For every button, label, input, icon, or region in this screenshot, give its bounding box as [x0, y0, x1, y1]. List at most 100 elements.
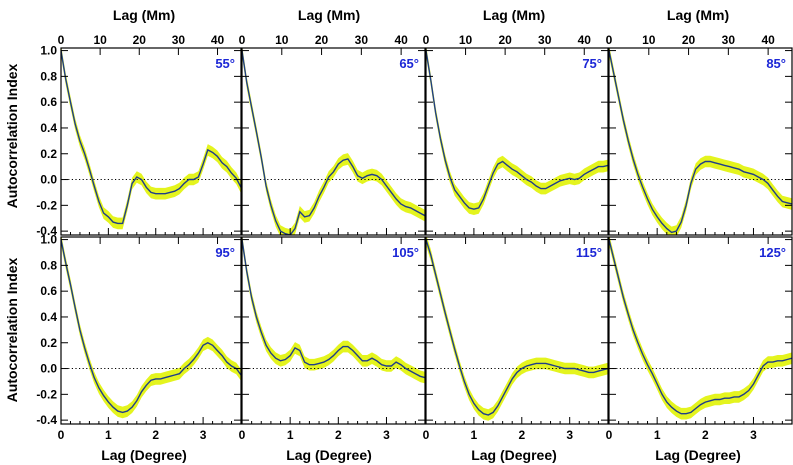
panel-label: 55° — [215, 56, 235, 71]
y-tick-label: 0.8 — [40, 258, 57, 272]
y-tick-label: 1.0 — [40, 233, 57, 247]
x-tick-label: 2 — [702, 428, 709, 442]
bottom-axis-title-3: Lag (Degree) — [471, 447, 557, 463]
top-tick-label: 30 — [172, 33, 186, 47]
top-tick-label: 30 — [538, 33, 552, 47]
uncertainty-band — [426, 237, 608, 421]
panels-layer: 55°0 10 20 30 401.00.80.60.40.20.0-0.2-0.465… — [36, 33, 793, 442]
series-line — [242, 239, 425, 379]
y-tick-label: -0.2 — [36, 198, 57, 212]
top-tick-label: 30 — [355, 33, 369, 47]
top-axis-title-4: Lag (Mm) — [667, 7, 729, 23]
bottom-axis-title-2: Lag (Degree) — [286, 447, 372, 463]
x-tick-label: 1 — [287, 428, 294, 442]
uncertainty-band — [426, 48, 608, 215]
uncertainty-band — [609, 237, 792, 420]
x-tick-label: 2 — [518, 428, 525, 442]
top-tick-label: 30 — [722, 33, 736, 47]
x-tick-label: 1 — [105, 428, 112, 442]
y-tick-label: 0.6 — [40, 284, 57, 298]
plot-area — [609, 48, 792, 235]
top-tick-label: 10 — [93, 33, 107, 47]
top-tick-label: 40 — [578, 33, 592, 47]
plot-area — [609, 237, 792, 420]
top-tick-label: 20 — [498, 33, 512, 47]
bottom-axis-title-4: Lag (Degree) — [655, 447, 741, 463]
top-axis-title-2: Lag (Mm) — [298, 7, 360, 23]
panel-label: 105° — [392, 245, 419, 260]
panel-label: 125° — [759, 245, 786, 260]
panel-5: 95° 0 1 2 3 1.0 0.8 0.6 0.4 0.2 0.0 -0.2 -0.4 — [36, 233, 242, 442]
top-tick-label: 20 — [315, 33, 329, 47]
x-tick-label: 0 — [606, 428, 613, 442]
top-tick-label: 20 — [133, 33, 147, 47]
x-tick-label: 1 — [471, 428, 478, 442]
y-tick-label: -0.4 — [36, 224, 57, 238]
panel-frame — [241, 236, 426, 425]
plot-area — [426, 237, 608, 421]
panel-4: 85° 0 10 20 30 40 — [606, 33, 793, 236]
uncertainty-band — [61, 237, 241, 419]
y-tick-label: -0.2 — [36, 387, 57, 401]
panel-frame — [60, 236, 242, 425]
top-axis-title-3: Lag (Mm) — [483, 7, 545, 23]
uncertainty-band — [609, 48, 792, 235]
y-tick-label: 0.8 — [40, 69, 57, 83]
panel-7: 115° 0 1 2 3 — [423, 236, 609, 442]
top-axis-title-1: Lag (Mm) — [113, 7, 175, 23]
plot-area — [61, 48, 241, 230]
top-tick-label: 20 — [682, 33, 696, 47]
top-tick-label: 10 — [275, 33, 289, 47]
top-tick-label: 10 — [459, 33, 473, 47]
y-tick-label: 0.6 — [40, 95, 57, 109]
top-tick-label: 10 — [642, 33, 656, 47]
series-line — [426, 50, 608, 210]
series-line — [242, 50, 425, 235]
plot-area — [242, 237, 425, 384]
top-tick-label: 0 — [58, 33, 65, 47]
panel-8: 125° 0 1 2 3 — [606, 236, 793, 442]
panel-6: 105° 0 1 2 3 — [239, 236, 426, 442]
panel-frame — [608, 236, 793, 425]
panel-3: 75° 0 10 20 30 40 — [423, 33, 609, 236]
y-tick-label: -0.4 — [36, 413, 57, 427]
x-tick-label: 3 — [750, 428, 757, 442]
y-tick-label: 0.0 — [40, 362, 57, 376]
top-tick-label: 0 — [239, 33, 246, 47]
series-line — [61, 239, 241, 414]
x-tick-label: 0 — [239, 428, 246, 442]
plot-area — [61, 237, 241, 419]
y-tick-label: 0.2 — [40, 147, 57, 161]
panel-frame — [60, 47, 242, 236]
top-tick-label: 0 — [606, 33, 613, 47]
labels-layer: Lag (Mm) Lag (Mm) Lag (Mm) Lag (Mm) Lag … — [4, 7, 741, 463]
x-tick-label: 2 — [335, 428, 342, 442]
top-tick-label: 40 — [211, 33, 225, 47]
uncertainty-band — [242, 48, 425, 235]
panel-label: 65° — [399, 56, 419, 71]
panel-label: 115° — [576, 245, 602, 260]
plot-area — [426, 48, 608, 215]
x-tick-label: 1 — [654, 428, 661, 442]
panel-label: 85° — [766, 56, 786, 71]
y-axis-title-bottom: Autocorrelation Index — [4, 257, 20, 402]
y-axis-title-top: Autocorrelation Index — [4, 63, 20, 208]
x-tick-label: 3 — [200, 428, 207, 442]
series-line — [609, 50, 792, 234]
y-tick-label: 0.0 — [40, 173, 57, 187]
panel-frame — [608, 47, 793, 236]
y-tick-label: 1.0 — [40, 44, 57, 58]
top-tick-label: 0 — [423, 33, 430, 47]
x-tick-label: 0 — [58, 428, 65, 442]
series-line — [61, 50, 241, 225]
x-tick-label: 0 — [423, 428, 430, 442]
panel-frame — [241, 47, 426, 236]
y-tick-label: 0.4 — [40, 121, 57, 135]
y-tick-label: 0.4 — [40, 310, 57, 324]
panel-frame — [425, 47, 609, 236]
series-line — [426, 239, 608, 416]
bottom-axis-title-1: Lag (Degree) — [101, 447, 187, 463]
panel-2: 65° 0 10 20 30 40 — [239, 33, 426, 236]
panel-frame — [425, 236, 609, 425]
